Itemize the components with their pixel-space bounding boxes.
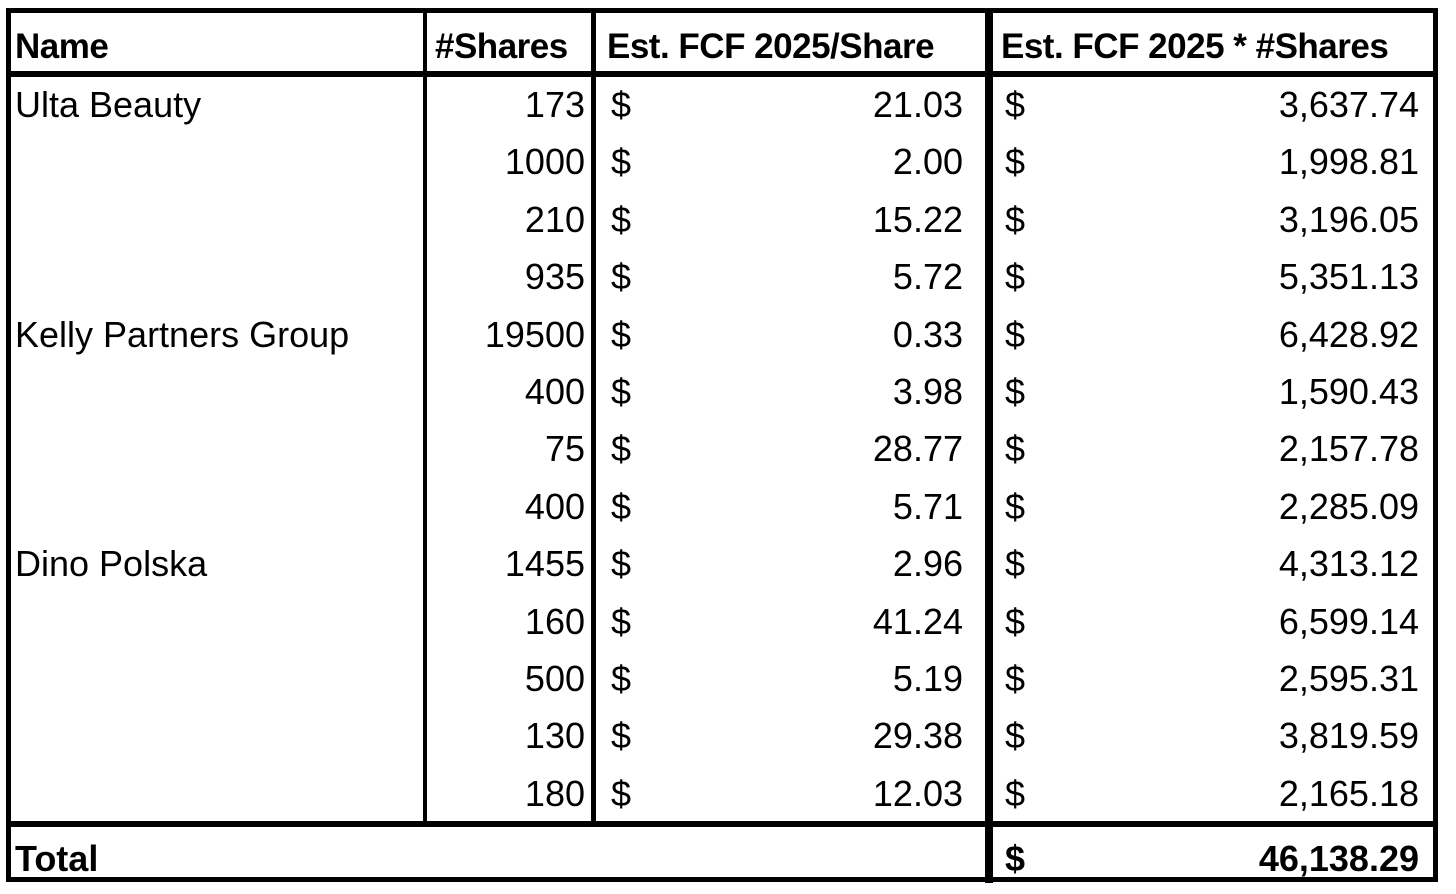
total-label: Total <box>15 838 99 879</box>
fcf-total-cell: 3,637.74 <box>1278 84 1419 125</box>
currency-symbol: $ <box>611 141 632 183</box>
currency-symbol: $ <box>1005 313 1026 355</box>
table-row: 935 $5.72 $5,351.13 <box>11 247 1433 304</box>
currency-symbol: $ <box>1005 715 1026 757</box>
currency-symbol: $ <box>1005 485 1026 527</box>
table-row: 210 $15.22 $3,196.05 <box>11 190 1433 247</box>
table-row: 75 $28.77 $2,157.78 <box>11 419 1433 476</box>
fcf-per-share-cell: 5.72 <box>892 256 963 298</box>
currency-symbol: $ <box>1005 84 1026 125</box>
header-shares: #Shares <box>435 27 568 66</box>
fcf-total-cell: 2,285.09 <box>1278 485 1419 527</box>
currency-symbol: $ <box>1005 256 1026 298</box>
total-row: Total $ 46,138.29 <box>11 827 1433 884</box>
shares-cell: 935 <box>524 256 585 298</box>
fcf-table: Name #Shares Est. FCF 2025/Share Est. FC… <box>6 8 1438 884</box>
shares-cell: 400 <box>524 485 585 527</box>
column-divider <box>423 13 427 821</box>
table-row: 500 $5.19 $2,595.31 <box>11 649 1433 706</box>
fcf-per-share-cell: 15.22 <box>872 198 963 240</box>
currency-symbol: $ <box>611 198 632 240</box>
table-row: 180 $12.03 $2,165.18 <box>11 764 1433 821</box>
fcf-total-cell: 4,313.12 <box>1278 543 1419 585</box>
fcf-per-share-cell: 5.19 <box>892 658 963 699</box>
shares-cell: 1455 <box>504 543 585 585</box>
column-divider <box>591 13 596 821</box>
shares-cell: 130 <box>524 715 585 757</box>
currency-symbol: $ <box>1005 428 1026 470</box>
currency-symbol: $ <box>611 658 632 699</box>
table-row: 400 $3.98 $1,590.43 <box>11 362 1433 419</box>
fcf-total-cell: 2,595.31 <box>1278 658 1419 699</box>
fcf-per-share-cell: 28.77 <box>872 428 963 470</box>
fcf-total-cell: 6,599.14 <box>1278 600 1419 642</box>
currency-symbol: $ <box>611 428 632 470</box>
shares-cell: 180 <box>524 772 585 814</box>
fcf-total-cell: 5,351.13 <box>1278 256 1419 298</box>
currency-symbol: $ <box>611 371 632 412</box>
currency-symbol: $ <box>611 485 632 527</box>
currency-symbol: $ <box>1005 543 1026 585</box>
currency-symbol: $ <box>1005 141 1026 183</box>
total-divider <box>11 821 1433 827</box>
fcf-total-cell: 3,819.59 <box>1278 715 1419 757</box>
table-row: Kelly Partners Group 19500 $0.33 $6,428.92 <box>11 305 1433 362</box>
table-row: 160 $41.24 $6,599.14 <box>11 592 1433 649</box>
fcf-total-cell: 3,196.05 <box>1278 198 1419 240</box>
fcf-total-cell: 1,590.43 <box>1278 371 1419 412</box>
fcf-per-share-cell: 5.71 <box>892 485 963 527</box>
currency-symbol: $ <box>611 772 632 814</box>
fcf-total-cell: 1,998.81 <box>1278 141 1419 183</box>
name-cell: Dino Polska <box>15 543 208 585</box>
total-value: 46,138.29 <box>1258 838 1419 879</box>
currency-symbol: $ <box>1005 371 1026 412</box>
currency-symbol: $ <box>611 600 632 642</box>
currency-symbol: $ <box>611 313 632 355</box>
name-cell: Kelly Partners Group <box>15 313 350 355</box>
header-divider <box>11 71 1433 77</box>
fcf-per-share-cell: 12.03 <box>872 772 963 814</box>
header-fcf-per-share: Est. FCF 2025/Share <box>607 27 935 66</box>
currency-symbol: $ <box>1005 772 1026 814</box>
fcf-per-share-cell: 3.98 <box>892 371 963 412</box>
fcf-total-cell: 6,428.92 <box>1278 313 1419 355</box>
shares-cell: 160 <box>524 600 585 642</box>
fcf-per-share-cell: 2.96 <box>892 543 963 585</box>
fcf-total-cell: 2,157.78 <box>1278 428 1419 470</box>
header-fcf-total: Est. FCF 2025 * #Shares <box>1001 27 1389 66</box>
table-row: 1000 $2.00 $1,998.81 <box>11 132 1433 189</box>
currency-symbol: $ <box>611 256 632 298</box>
total-currency-symbol: $ <box>1005 838 1026 879</box>
table-row: 130 $29.38 $3,819.59 <box>11 706 1433 763</box>
shares-cell: 173 <box>524 84 585 125</box>
currency-symbol: $ <box>611 543 632 585</box>
fcf-per-share-cell: 0.33 <box>892 313 963 355</box>
header-name: Name <box>15 27 109 66</box>
table-row: Dino Polska 1455 $2.96 $4,313.12 <box>11 534 1433 591</box>
table-row: Ulta Beauty 173 $21.03 $3,637.74 <box>11 75 1433 132</box>
currency-symbol: $ <box>611 84 632 125</box>
fcf-total-cell: 2,165.18 <box>1278 772 1419 814</box>
shares-cell: 500 <box>524 658 585 699</box>
currency-symbol: $ <box>1005 198 1026 240</box>
shares-cell: 210 <box>524 198 585 240</box>
shares-cell: 1000 <box>504 141 585 183</box>
shares-cell: 400 <box>524 371 585 412</box>
shares-cell: 75 <box>544 428 585 470</box>
currency-symbol: $ <box>1005 600 1026 642</box>
currency-symbol: $ <box>611 715 632 757</box>
table-row: 400 $5.71 $2,285.09 <box>11 477 1433 534</box>
fcf-per-share-cell: 2.00 <box>892 141 963 183</box>
name-cell: Ulta Beauty <box>15 84 202 125</box>
fcf-per-share-cell: 21.03 <box>872 84 963 125</box>
column-divider <box>985 13 993 883</box>
shares-cell: 19500 <box>484 313 585 355</box>
fcf-per-share-cell: 41.24 <box>872 600 963 642</box>
fcf-per-share-cell: 29.38 <box>872 715 963 757</box>
currency-symbol: $ <box>1005 658 1026 699</box>
